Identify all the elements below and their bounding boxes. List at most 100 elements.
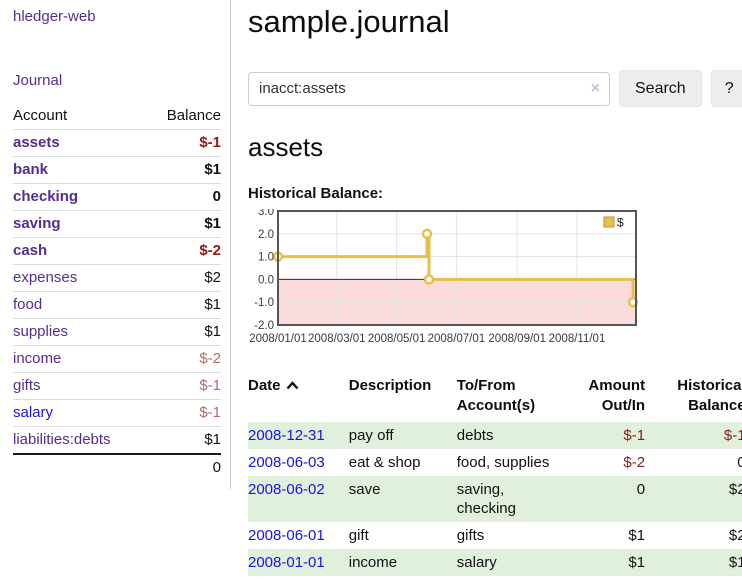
account-row: checking 0 <box>13 183 221 211</box>
account-link-checking[interactable]: checking <box>13 188 79 205</box>
transaction-date-link[interactable]: 2008-06-01 <box>248 527 325 544</box>
transaction-balance: $2 <box>728 527 742 544</box>
chart-vgrid <box>336 211 578 325</box>
account-link-gifts[interactable]: gifts <box>13 377 41 394</box>
transaction-row: 2008-01-01 income salary $1 $1 <box>248 549 742 576</box>
account-balance: $1 <box>146 210 221 238</box>
svg-text:1.0: 1.0 <box>258 252 274 264</box>
transaction-row: 2008-06-03 eat & shop food, supplies $-2… <box>248 449 742 476</box>
sidebar: hledger-web Journal Account Balance asse… <box>0 0 231 489</box>
transaction-date-link[interactable]: 2008-12-31 <box>248 427 325 444</box>
account-link-liabilities-debts[interactable]: liabilities:debts <box>13 431 111 448</box>
chart-data-points <box>272 228 639 308</box>
transaction-amount: $-2 <box>623 454 646 471</box>
transaction-row: 2008-06-01 gift gifts $1 $2 <box>248 522 742 549</box>
clear-search-icon[interactable]: × <box>590 79 600 97</box>
transaction-amount: $1 <box>628 527 646 544</box>
legend-swatch-icon <box>603 216 615 228</box>
account-link-supplies[interactable]: supplies <box>13 323 69 340</box>
account-row: expenses $2 <box>13 264 221 292</box>
account-balance: $1 <box>146 318 221 346</box>
account-link-food[interactable]: food <box>13 296 43 313</box>
page-title: sample.journal <box>248 4 450 39</box>
transaction-description: eat & shop <box>348 454 421 471</box>
account-balance: $-1 <box>146 399 221 427</box>
account-balance: $-2 <box>146 237 221 265</box>
transaction-balance: $2 <box>728 481 742 498</box>
balance-chart: $ 3.0 2.0 1.0 0.0 -1.0 -2.0 2008/01/01 2… <box>248 206 742 355</box>
sort-ascending-icon <box>286 376 299 396</box>
account-row: supplies $1 <box>13 318 221 346</box>
svg-text:2008/01/01: 2008/01/01 <box>249 333 307 345</box>
account-link-saving[interactable]: saving <box>13 215 61 232</box>
transaction-accounts: salary <box>456 554 497 571</box>
transaction-date-link[interactable]: 2008-01-01 <box>248 554 325 571</box>
account-row: salary $-1 <box>13 399 221 427</box>
chart-legend: $ <box>603 216 624 230</box>
svg-text:0.0: 0.0 <box>258 274 274 286</box>
chart-border <box>277 210 637 326</box>
transaction-balance: 0 <box>737 454 742 471</box>
transaction-row: 2008-12-31 pay off debts $-1 $-1 <box>248 422 742 449</box>
chart-x-axis-labels: 2008/01/01 2008/03/01 2008/05/01 2008/07… <box>249 333 605 345</box>
transaction-description: income <box>348 554 398 571</box>
account-row: cash $-2 <box>13 237 221 265</box>
main-content: sample.journal × Search ? assets Histori… <box>231 0 742 576</box>
search-input[interactable] <box>248 71 610 106</box>
account-link-expenses[interactable]: expenses <box>13 269 78 286</box>
account-balance: $1 <box>146 426 221 454</box>
search-form: × Search ? <box>248 70 742 107</box>
account-link-bank[interactable]: bank <box>13 161 49 178</box>
account-link-cash[interactable]: cash <box>13 242 48 259</box>
transaction-balance: $-1 <box>723 427 742 444</box>
chart-title: Historical Balance: <box>248 185 384 202</box>
account-heading: assets <box>248 132 324 162</box>
account-balance: $1 <box>146 291 221 319</box>
account-balance: $1 <box>146 156 221 184</box>
svg-text:2008/03/01: 2008/03/01 <box>308 333 366 345</box>
transaction-balance: $1 <box>728 554 742 571</box>
account-balance: $-1 <box>146 129 221 157</box>
account-row: gifts $-1 <box>13 372 221 400</box>
account-row: assets $-1 <box>13 129 221 157</box>
svg-text:-2.0: -2.0 <box>254 320 274 332</box>
svg-text:2008/11/01: 2008/11/01 <box>549 333 606 345</box>
accounts-total-value: 0 <box>146 453 221 481</box>
accounts-table: Account Balance assets $-1 bank $1 check… <box>13 104 221 481</box>
account-balance: $2 <box>146 264 221 292</box>
brand-link[interactable]: hledger-web <box>13 8 96 25</box>
account-link-assets[interactable]: assets <box>13 134 60 151</box>
svg-text:-1.0: -1.0 <box>254 297 274 309</box>
account-link-income[interactable]: income <box>13 350 62 367</box>
accounts-total-row: 0 <box>13 453 221 481</box>
legend-label: $ <box>617 216 624 230</box>
account-row: liabilities:debts $1 <box>13 426 221 454</box>
account-balance: 0 <box>146 183 221 211</box>
column-header-balance: Historical Balance <box>677 377 742 414</box>
account-row: income $-2 <box>13 345 221 373</box>
account-row: food $1 <box>13 291 221 319</box>
svg-text:2.0: 2.0 <box>258 229 274 241</box>
transaction-date-link[interactable]: 2008-06-02 <box>248 481 325 498</box>
svg-text:2008/05/01: 2008/05/01 <box>368 333 426 345</box>
account-balance: $-2 <box>146 345 221 373</box>
column-header-description: Description <box>348 377 432 394</box>
column-header-accounts: To/From Account(s) <box>456 377 536 414</box>
transaction-amount: $1 <box>628 554 646 571</box>
account-balance: $-1 <box>146 372 221 400</box>
column-header-amount: Amount Out/In <box>588 377 646 414</box>
transaction-description: save <box>348 481 381 498</box>
sidebar-item-journal[interactable]: Journal <box>13 72 63 89</box>
search-button[interactable]: Search <box>619 70 702 107</box>
chart-svg: $ 3.0 2.0 1.0 0.0 -1.0 -2.0 2008/01/01 2… <box>249 206 639 345</box>
svg-text:3.0: 3.0 <box>258 209 274 218</box>
accounts-header-balance: Balance <box>166 107 221 124</box>
column-header-date[interactable]: Date <box>248 372 349 422</box>
help-button[interactable]: ? <box>710 70 742 107</box>
transaction-accounts: food, supplies <box>456 454 550 471</box>
account-link-salary[interactable]: salary <box>13 404 54 421</box>
account-row: saving $1 <box>13 210 221 238</box>
account-row: bank $1 <box>13 156 221 184</box>
transaction-date-link[interactable]: 2008-06-03 <box>248 454 325 471</box>
